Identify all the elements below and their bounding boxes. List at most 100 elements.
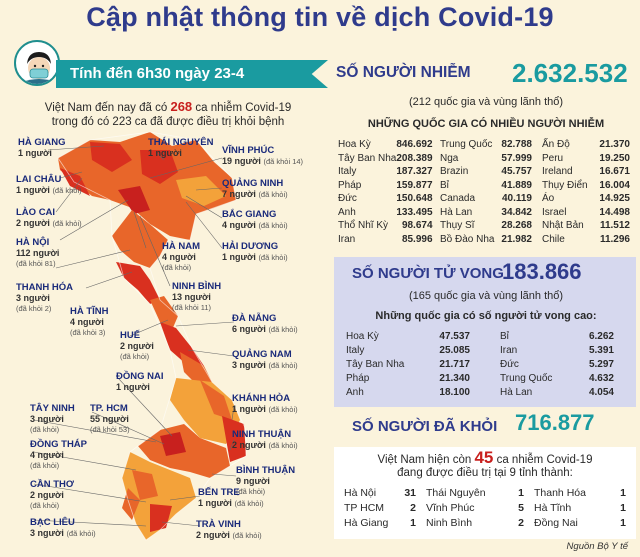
- infected-countries-head: NHỮNG QUỐC GIA CÓ NHIỀU NGƯỜI NHIỄM: [367, 118, 605, 130]
- country-name: Ấn Độ: [542, 139, 570, 150]
- table-row: Ninh Bình 2: [426, 516, 530, 531]
- deaths-table-col-2: Bỉ 6.262 Iran 5.391 Đức 5.297 Trung Quốc 4.632 H…: [500, 330, 620, 400]
- country-name: Thụy Sĩ: [440, 220, 475, 231]
- table-row: Canada 40.119: [440, 192, 538, 206]
- table-row: Đức 5.297: [500, 358, 620, 372]
- country-value: 133.495: [396, 206, 433, 218]
- country-name: Hà Nội: [344, 487, 377, 499]
- deaths-sub: (165 quốc gia và vùng lãnh thổ): [408, 290, 564, 302]
- country-value: 82.788: [501, 139, 532, 150]
- country-name: TP HCM: [344, 502, 385, 514]
- table-row: Thụy Sĩ 28.268: [440, 219, 538, 233]
- infected-value: 2.632.532: [512, 58, 628, 88]
- country-value: 16.671: [599, 166, 630, 177]
- table-row: Ấn Độ 21.370: [542, 138, 636, 152]
- country-name: Trung Quốc: [500, 373, 553, 384]
- country-value: 14.925: [599, 193, 630, 204]
- remaining-text: Việt Nam hiện còn 45 ca nhiễm Covid-19 đ…: [377, 448, 593, 479]
- country-name: Đức: [500, 359, 519, 370]
- province-ninh-thuan: NINH THUẬN 2 người (đã khỏi): [232, 429, 298, 451]
- country-value: 25.085: [439, 345, 470, 356]
- country-name: Thụy Điển: [542, 179, 588, 191]
- table-row: Trung Quốc 82.788: [440, 138, 538, 152]
- province-ha-noi: HÀ NỘI 112 người (đã khỏi 81): [16, 237, 60, 269]
- remaining-table-col-2: Thái Nguyên 1 Vĩnh Phúc 5 Ninh Bình 2: [426, 486, 530, 531]
- country-name: Iran: [338, 233, 356, 245]
- country-name: Pháp: [338, 179, 362, 191]
- country-name: Đồng Nai: [534, 517, 578, 529]
- deaths-label: SỐ NGƯỜI TỬ VONG: [352, 265, 504, 282]
- country-value: 41.889: [501, 179, 532, 191]
- country-value: 34.842: [501, 206, 532, 218]
- country-name: Pháp: [346, 373, 370, 384]
- country-name: Italy: [338, 166, 357, 177]
- country-value: 1: [410, 517, 416, 529]
- table-row: Bỉ 41.889: [440, 179, 538, 193]
- country-value: 5: [518, 502, 524, 514]
- province-da-nang: ĐÀ NẴNG 6 người (đã khỏi): [232, 313, 298, 335]
- table-row: Chile 11.296: [542, 233, 636, 247]
- table-row: Thái Nguyên 1: [426, 486, 530, 501]
- country-name: Tây Ban Nha: [338, 152, 397, 164]
- table-row: Anh 18.100: [346, 386, 476, 400]
- country-value: 846.692: [396, 139, 433, 150]
- table-row: Bỉ 6.262: [500, 330, 620, 344]
- table-row: Hoa Kỳ 47.537: [346, 330, 476, 344]
- country-name: Chile: [542, 233, 565, 245]
- province-ha-nam: HÀ NAM 4 người (đã khỏi): [162, 241, 200, 273]
- province-ha-giang: HÀ GIANG 1 người: [18, 137, 66, 159]
- country-value: 1: [518, 487, 524, 499]
- country-name: Bồ Đào Nha: [440, 233, 495, 245]
- remaining-table-col-1: Hà Nội 31 TP HCM 2 Hà Giang 1: [344, 486, 422, 531]
- country-name: Hoa Kỳ: [338, 139, 371, 150]
- country-value: 18.100: [439, 387, 470, 398]
- province-ha-tinh: HÀ TĨNH 4 người (đã khỏi 3): [70, 306, 109, 338]
- province-quang-ninh: QUẢNG NINH 7 người (đã khỏi): [222, 178, 288, 200]
- country-value: 187.327: [396, 166, 433, 177]
- vn-total-count: 268: [170, 99, 193, 114]
- country-value: 21.717: [439, 359, 470, 370]
- source-note: Nguồn Bộ Y tế: [566, 541, 628, 552]
- country-name: Ninh Bình: [426, 517, 473, 529]
- country-value: 4.632: [588, 373, 614, 384]
- country-value: 150.648: [396, 193, 433, 204]
- masked-person-avatar: [14, 40, 60, 86]
- country-value: 2: [410, 502, 416, 514]
- country-value: 57.999: [501, 152, 532, 164]
- infected-sub: (212 quốc gia và vùng lãnh thổ): [408, 96, 564, 108]
- province-tay-ninh: TÂY NINH 3 người (đã khỏi): [30, 403, 75, 435]
- country-name: Hà Lan: [440, 206, 473, 218]
- country-name: Hà Lan: [500, 387, 533, 398]
- country-name: Ireland: [542, 166, 573, 177]
- infected-label: SỐ NGƯỜI NHIỄM: [336, 64, 471, 81]
- table-row: Italy 25.085: [346, 344, 476, 358]
- deaths-table-col-1: Hoa Kỳ 47.537 Italy 25.085 Tây Ban Nha 21.717…: [346, 330, 476, 400]
- province-dong-nai: ĐỒNG NAI 1 người: [116, 371, 164, 393]
- province-binh-thuan: BÌNH THUẬN 9 người (đã khỏi): [236, 465, 296, 497]
- country-value: 2: [518, 517, 524, 529]
- province-bac-lieu: BẠC LIÊU 3 người (đã khỏi): [30, 517, 96, 539]
- table-row: Tây Ban Nha 208.389: [338, 152, 439, 166]
- country-value: 11.512: [599, 220, 630, 231]
- country-value: 31: [404, 487, 416, 499]
- province-bac-giang: BẮC GIANG 4 người (đã khỏi): [222, 209, 288, 231]
- remaining-box: [334, 447, 636, 539]
- country-value: 85.996: [401, 233, 433, 245]
- country-value: 28.268: [501, 220, 532, 231]
- table-row: Thụy Điển 16.004: [542, 179, 636, 193]
- table-row: Peru 19.250: [542, 152, 636, 166]
- country-value: 1: [620, 487, 626, 499]
- province-hai-duong: HẢI DƯƠNG 1 người (đã khỏi): [222, 241, 288, 263]
- province-ben-tre: BẾN TRE 1 người (đã khỏi): [198, 487, 264, 509]
- infected-table-col-2: Trung Quốc 82.788 Nga 57.999 Brazin 45.757 Bỉ 4…: [440, 138, 538, 246]
- recovered-value: 716.877: [515, 410, 595, 435]
- table-row: Nhật Bản 11.512: [542, 219, 636, 233]
- vn-summary: Việt Nam đến nay đã có 268 ca nhiễm Covi…: [44, 99, 292, 129]
- table-row: Vĩnh Phúc 5: [426, 501, 530, 516]
- country-name: Hà Tĩnh: [534, 502, 572, 514]
- table-row: Hà Tĩnh 1: [534, 501, 632, 516]
- table-row: Pháp 21.340: [346, 372, 476, 386]
- country-value: 4.054: [588, 387, 614, 398]
- country-name: Brazin: [440, 166, 469, 177]
- country-value: 159.877: [396, 179, 433, 191]
